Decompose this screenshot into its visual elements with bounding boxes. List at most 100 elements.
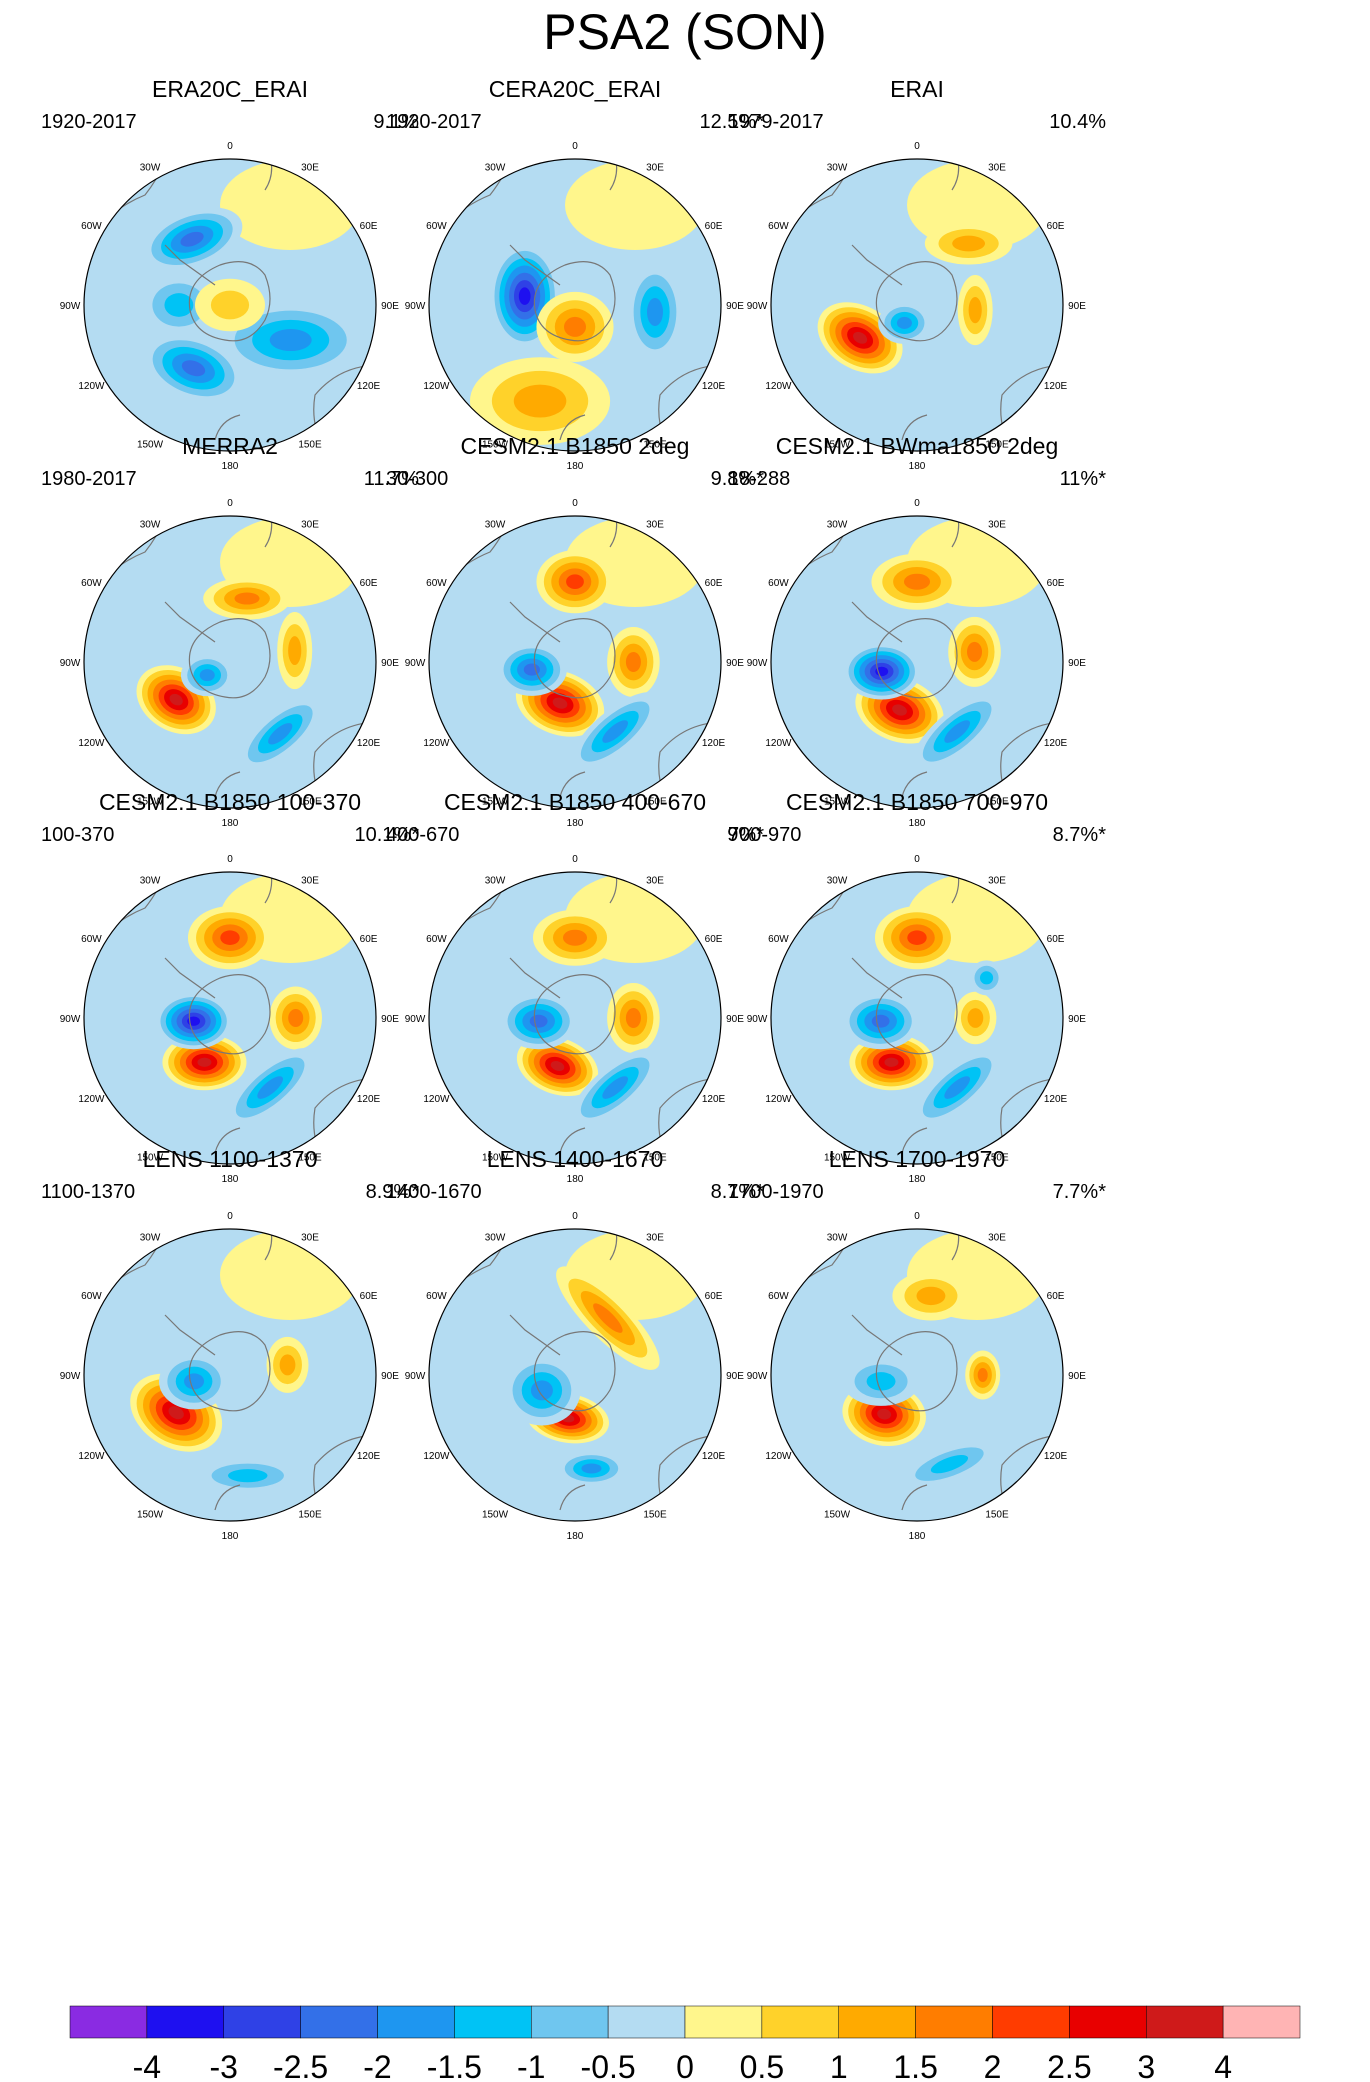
longitude-label: 0 (572, 1211, 578, 1222)
colorbar-tick-label: 0 (676, 2049, 694, 2082)
colorbar-tick-label: 2.5 (1047, 2049, 1091, 2082)
longitude-label: 120E (702, 738, 726, 749)
coastline-peninsula (509, 957, 561, 999)
panel-title: CERA20C_ERAI (488, 76, 662, 102)
map-panel: 0 30E 60E 90E 120E 150E 180 150W 120W 90W 60W 30W CE… (355, 75, 795, 535)
longitude-label: 60E (705, 1291, 723, 1302)
longitude-label: 90E (381, 658, 399, 669)
anomaly-feature (957, 275, 993, 346)
contour-level (550, 1061, 565, 1072)
anomaly-feature (570, 1048, 661, 1128)
longitude-label: 120W (423, 1451, 450, 1462)
panel-title: ERA20C_ERAI (152, 76, 308, 102)
map-border (83, 515, 377, 809)
longitude-label: 150W (137, 1153, 164, 1164)
panel-period: 1400-1670 (386, 1181, 482, 1203)
longitude-label: 90W (405, 1014, 426, 1025)
longitude-label: 180 (567, 818, 584, 829)
longitude-label: 90E (726, 658, 744, 669)
longitude-label: 150E (643, 1153, 667, 1164)
map-border (428, 158, 722, 452)
longitude-label: 150E (643, 440, 667, 451)
coastline-antarctica (875, 618, 958, 699)
colorbar-tick-label: 3 (1137, 2049, 1155, 2082)
longitude-label: 150W (137, 797, 164, 808)
panel-period: 700-970 (728, 824, 802, 846)
contour-level (853, 331, 868, 344)
longitude-label: 120E (357, 738, 381, 749)
coastline-africa (609, 1229, 618, 1261)
contour-level (866, 1372, 896, 1391)
contour-level (552, 697, 568, 709)
coastline-peninsula (164, 601, 216, 643)
coastline-antarctica (188, 1331, 271, 1412)
longitude-label: 90W (405, 658, 426, 669)
coastline-antarctica (875, 1331, 958, 1412)
contour-level (871, 1014, 890, 1028)
longitude-label: 120E (1044, 738, 1068, 749)
panel-variance: 9.1% (373, 111, 419, 133)
longitude-label: 30W (485, 875, 506, 886)
coastline-peninsula (851, 1314, 903, 1356)
contour-level (530, 1380, 553, 1401)
coastline-peninsula (509, 601, 561, 643)
polar-map: 0 30E 60E 90E 120E 150E 180 150W 120W 90W 60W 30W (747, 854, 1087, 1185)
panel-title: LENS 1100-1370 (142, 1146, 318, 1172)
anomaly-feature (871, 553, 963, 610)
longitude-label: 150E (643, 1510, 667, 1521)
longitude-label: 120W (78, 381, 105, 392)
anomaly-feature (556, 1450, 627, 1486)
contour-level (288, 636, 302, 666)
contour-level (199, 669, 215, 682)
colorbar-swatch (838, 2005, 916, 2039)
longitude-label: 150E (298, 797, 322, 808)
longitude-label: 30W (485, 519, 506, 530)
colorbar-tick-label: -1.5 (427, 2049, 482, 2082)
longitude-label: 30E (301, 162, 319, 173)
longitude-label: 60E (1047, 578, 1065, 589)
colorbar-tick-label: 1.5 (893, 2049, 937, 2082)
anomaly-feature (269, 986, 322, 1050)
panel-title: CESM2.1 BWma1850 2deg (775, 433, 1059, 459)
longitude-label: 90E (1068, 1014, 1086, 1025)
longitude-label: 150E (643, 797, 667, 808)
contour-level (967, 641, 983, 662)
panel-variance: 11%* (1059, 468, 1106, 490)
contour-level (288, 1008, 304, 1028)
longitude-label: 30W (140, 519, 161, 530)
contour-level (168, 1406, 184, 1420)
longitude-label: 60W (426, 1291, 447, 1302)
longitude-label: 30E (646, 875, 664, 886)
coastline-new-zealand (901, 1484, 928, 1511)
longitude-label: 90W (747, 658, 768, 669)
map-border (770, 158, 1064, 452)
map-panel: 0 30E 60E 90E 120E 150E 180 150W 120W 90W 60W 30W CE… (697, 432, 1137, 892)
map-panel: 0 30E 60E 90E 120E 150E 180 150W 120W 90W 60W 30W LE… (355, 1145, 795, 1605)
longitude-label: 60E (360, 221, 378, 232)
coastline-new-zealand (559, 414, 586, 441)
contour-level (968, 296, 982, 324)
contour-level (169, 693, 183, 706)
map-panel: 0 30E 60E 90E 120E 150E 180 150W 120W 90W 60W 30W CE… (355, 432, 795, 892)
contour-level (593, 1303, 623, 1333)
contour-level (563, 316, 587, 337)
panel-variance: 10.1%* (354, 824, 420, 846)
longitude-label: 0 (572, 854, 578, 865)
map-border (83, 158, 377, 452)
colorbar-swatch (761, 2005, 839, 2039)
longitude-label: 90E (1068, 658, 1086, 669)
colorbar-swatch (146, 2005, 224, 2039)
longitude-label: 120E (702, 1094, 726, 1105)
anomaly-feature (570, 692, 661, 772)
longitude-label: 180 (222, 818, 239, 829)
contour-level (907, 930, 927, 945)
contour-level (581, 1463, 602, 1474)
contour-level (896, 316, 912, 329)
anomaly-feature (536, 291, 614, 362)
anomaly-feature (556, 1266, 660, 1370)
panel-variance: 8.7%* (1052, 824, 1106, 846)
contour-level (892, 704, 907, 716)
panel-variance: 10.4% (1049, 111, 1106, 133)
polar-map: 0 30E 60E 90E 120E 150E 180 150W 120W 90W 60W 30W (60, 141, 400, 472)
colorbar-tick-label: -3 (210, 2049, 238, 2082)
